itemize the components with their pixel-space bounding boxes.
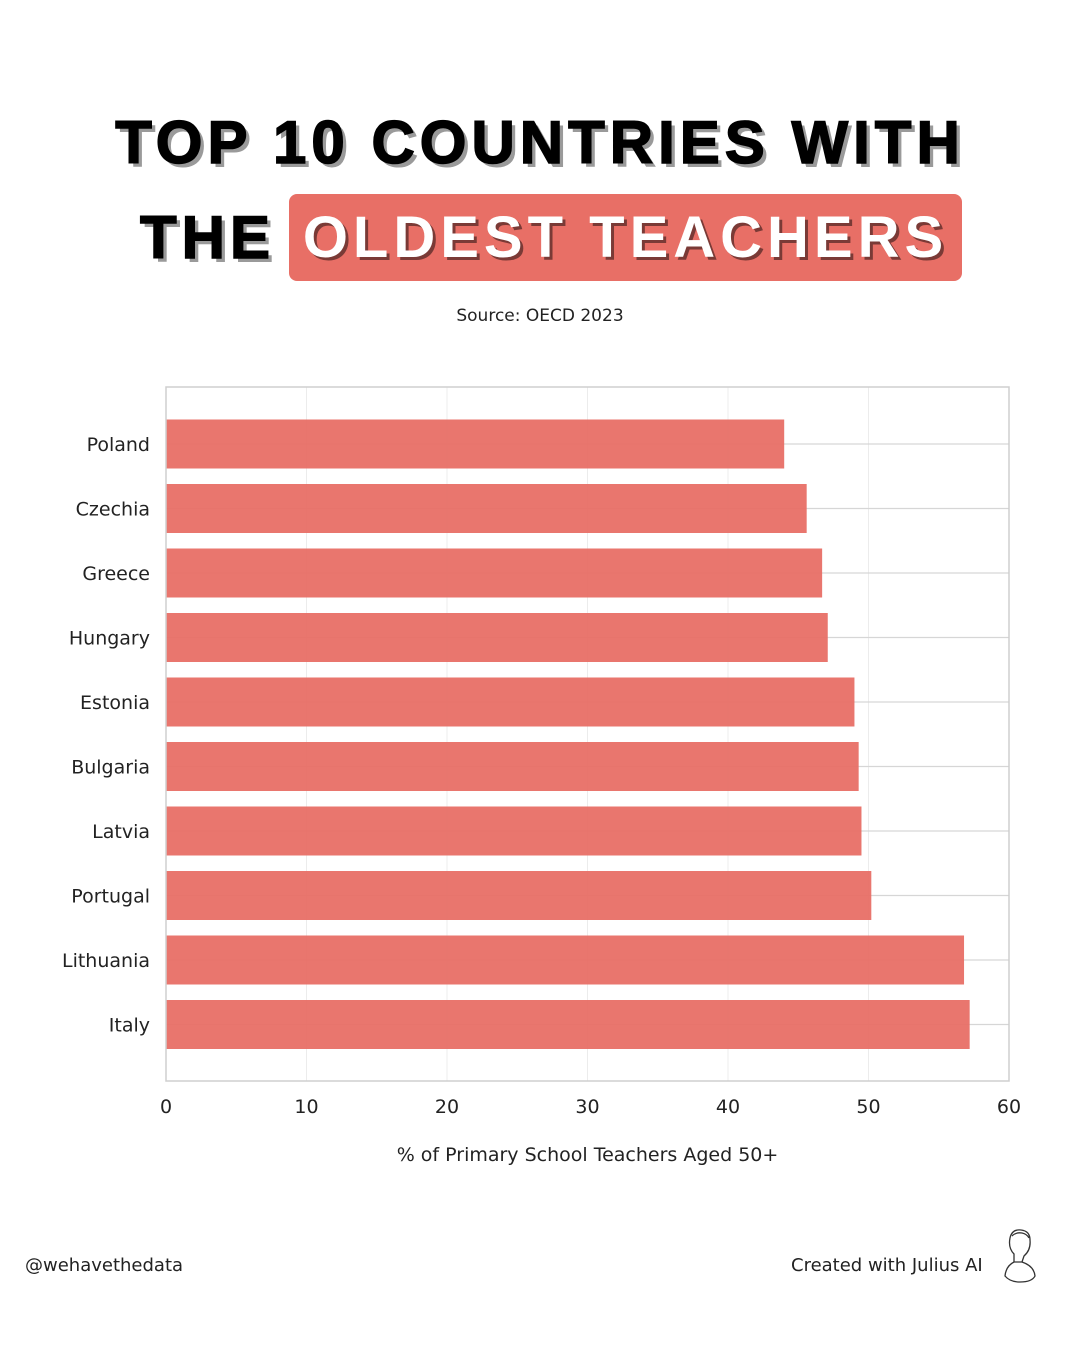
x-tick-label: 0 <box>160 1096 172 1118</box>
bar-greece <box>166 548 823 598</box>
bar-hungary <box>166 613 828 662</box>
bar-italy <box>166 1000 970 1049</box>
y-tick-label: Bulgaria <box>71 757 150 779</box>
bar-portugal <box>166 871 872 920</box>
y-tick-label: Latvia <box>92 821 150 843</box>
bar-estonia <box>166 677 855 727</box>
x-tick-label: 20 <box>435 1096 459 1118</box>
x-tick-label: 50 <box>856 1096 880 1118</box>
plot-frame <box>165 386 1010 1082</box>
title-prefix: THE <box>139 203 275 272</box>
bar-latvia <box>166 806 862 856</box>
y-tick-label: Portugal <box>71 886 150 908</box>
y-tick-label: Hungary <box>69 628 150 650</box>
y-tick-label: Lithuania <box>62 950 150 972</box>
title-line-2: THE OLDEST TEACHERS <box>139 194 962 281</box>
y-tick-label: Czechia <box>76 499 150 521</box>
title-line-1: TOP 10 COUNTRIES WITH <box>114 108 965 177</box>
bar-bulgaria <box>166 742 859 791</box>
footer-handle: @wehavethedata <box>25 1255 184 1276</box>
footer-credit: Created with Julius AI <box>791 1255 983 1276</box>
y-tick-label: Estonia <box>80 692 150 714</box>
julius-bust-icon <box>1004 1229 1036 1283</box>
y-tick-label: Greece <box>82 563 150 585</box>
y-tick-label: Poland <box>87 434 150 456</box>
source-note: Source: OECD 2023 <box>456 306 624 326</box>
x-axis-label: % of Primary School Teachers Aged 50+ <box>397 1144 779 1166</box>
y-tick-label: Italy <box>109 1015 150 1037</box>
bar-poland <box>166 419 785 469</box>
x-tick-label: 10 <box>294 1096 318 1118</box>
bar-lithuania <box>166 935 965 985</box>
x-tick-label: 30 <box>575 1096 599 1118</box>
x-tick-label: 60 <box>997 1096 1021 1118</box>
x-tick-label: 40 <box>716 1096 740 1118</box>
bar-czechia <box>166 484 807 533</box>
title-highlight: OLDEST TEACHERS <box>289 194 962 281</box>
